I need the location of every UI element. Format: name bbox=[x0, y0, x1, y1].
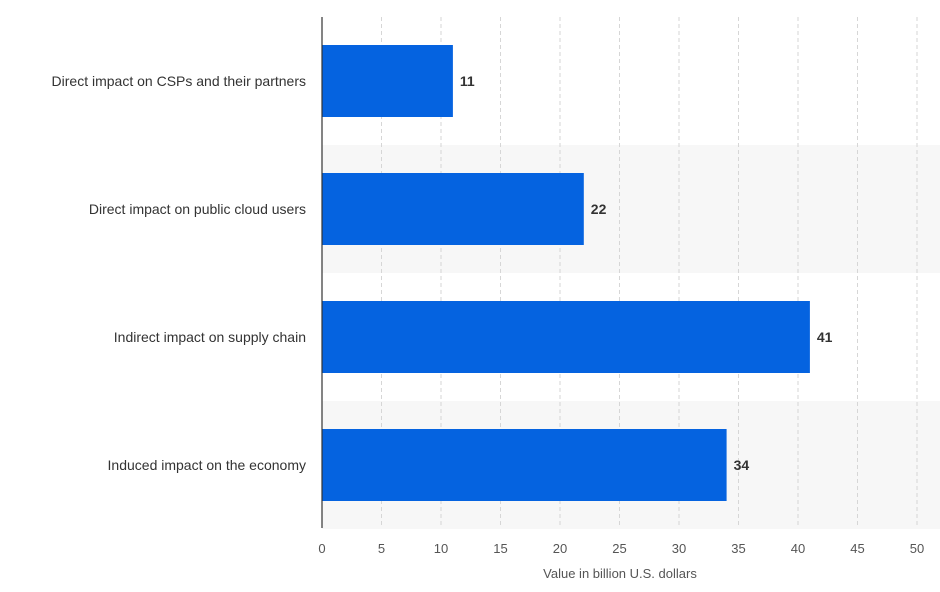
x-tick-label: 50 bbox=[910, 541, 924, 556]
x-tick-label: 30 bbox=[672, 541, 686, 556]
x-tick-label: 0 bbox=[318, 541, 325, 556]
x-tick-label: 15 bbox=[493, 541, 507, 556]
x-axis-title: Value in billion U.S. dollars bbox=[543, 566, 697, 581]
x-tick-label: 35 bbox=[731, 541, 745, 556]
x-tick-label: 10 bbox=[434, 541, 448, 556]
category-label: Induced impact on the economy bbox=[108, 457, 306, 473]
value-label: 11 bbox=[460, 73, 475, 89]
x-tick-label: 45 bbox=[850, 541, 864, 556]
value-label: 34 bbox=[734, 457, 750, 473]
category-label: Direct impact on public cloud users bbox=[89, 201, 306, 217]
category-label: Indirect impact on supply chain bbox=[114, 329, 306, 345]
category-labels: Direct impact on CSPs and their partners… bbox=[52, 73, 306, 473]
value-label: 41 bbox=[817, 329, 833, 345]
x-tick-labels: 0 5 10 15 20 25 30 35 40 45 50 bbox=[318, 541, 924, 556]
x-tick-label: 25 bbox=[612, 541, 626, 556]
bar bbox=[322, 173, 584, 245]
bars bbox=[322, 45, 810, 501]
x-tick-label: 20 bbox=[553, 541, 567, 556]
bar bbox=[322, 301, 810, 373]
category-label: Direct impact on CSPs and their partners bbox=[52, 73, 306, 89]
bar bbox=[322, 45, 453, 117]
x-tick-label: 40 bbox=[791, 541, 805, 556]
value-labels: 11 22 41 34 bbox=[460, 73, 833, 473]
x-tick-label: 5 bbox=[378, 541, 385, 556]
bar bbox=[322, 429, 727, 501]
value-label: 22 bbox=[591, 201, 607, 217]
